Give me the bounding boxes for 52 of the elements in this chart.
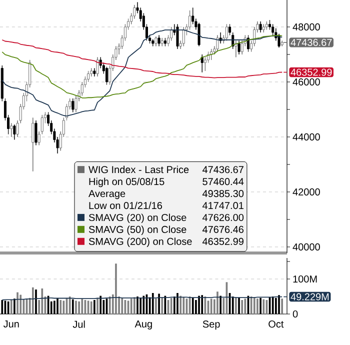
candlestick <box>262 24 265 33</box>
annotation: Low on 01/21/16 <box>89 202 162 210</box>
candlestick <box>154 36 158 46</box>
annotation: 46352.99 <box>202 238 244 245</box>
y-tick-label: 44000 <box>292 133 320 140</box>
candlestick <box>152 39 154 46</box>
y-tick-label: 100M <box>293 275 317 283</box>
x-tick-label: Oct <box>268 320 284 328</box>
y-tick-label: 40000 <box>292 243 320 250</box>
data-label: 49.229M <box>290 293 329 300</box>
candlestick <box>182 26 185 46</box>
candlestick <box>238 40 240 55</box>
x-tick-label: Jun <box>3 320 19 328</box>
candlestick <box>158 34 160 46</box>
candlestick <box>105 66 108 85</box>
candlestick <box>198 22 200 46</box>
candlestick <box>225 24 228 41</box>
text: 47436.67 <box>290 38 332 46</box>
candlestick <box>265 21 268 30</box>
annotation: 49385.30 <box>202 190 244 198</box>
candlestick <box>164 38 166 46</box>
legend-label: SMAVG (50) on Close <box>88 226 186 235</box>
annotation: 47436.67 <box>202 166 244 174</box>
candlestick <box>10 122 13 138</box>
candlestick <box>176 24 179 50</box>
candlestick <box>72 98 74 112</box>
annotation: High on 05/08/15 <box>89 178 164 188</box>
candlestick <box>216 34 219 52</box>
x-tick-label: Sep <box>202 320 220 330</box>
legend-label: WIG Index - Last Price <box>88 166 189 174</box>
candlestick <box>259 21 262 33</box>
y-tick-label: 46000 <box>292 78 320 86</box>
candlestick <box>160 38 164 46</box>
x-tick-label: Aug <box>134 320 152 330</box>
candlestick <box>34 120 38 146</box>
y-tick-label: 42000 <box>292 188 320 196</box>
data-label: 46352.99 <box>290 68 332 76</box>
annotation: Average <box>88 190 126 200</box>
y-tick-label: 48000 <box>292 23 320 30</box>
candlestick <box>280 40 284 46</box>
candlestick <box>96 56 99 77</box>
candlestick <box>93 68 96 77</box>
x-tick-label: Jul <box>72 320 85 328</box>
annotation: 47626.00 <box>202 214 244 222</box>
candlestick <box>13 124 16 140</box>
legend-label: SMAVG (20) on Close <box>88 214 186 224</box>
annotation: 47676.46 <box>202 226 244 234</box>
annotation: 57460.44 <box>202 178 244 186</box>
legend-label: SMAVG (200) on Close <box>88 238 192 247</box>
candlestick <box>32 117 34 172</box>
annotation: 41747.01 <box>202 202 244 210</box>
y-tick-label: 0 <box>292 310 298 318</box>
